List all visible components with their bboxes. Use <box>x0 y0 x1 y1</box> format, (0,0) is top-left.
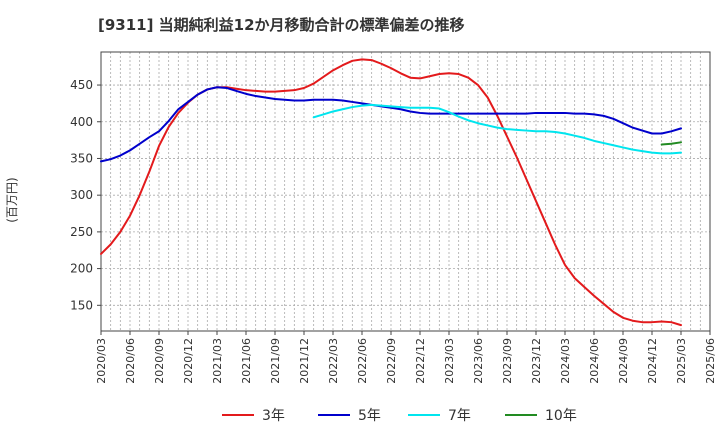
x-tick-label: 2022/12 <box>414 338 427 384</box>
x-tick-label: 2024/09 <box>617 338 630 384</box>
x-tick-label: 2020/12 <box>182 338 195 384</box>
chart-title: [9311] 当期純利益12か月移動合計の標準偏差の推移 <box>98 16 465 34</box>
x-tick-label: 2020/06 <box>124 338 137 384</box>
x-tick-label: 2024/06 <box>588 338 601 384</box>
x-tick-label: 2021/06 <box>240 338 253 384</box>
series-line <box>100 86 682 163</box>
x-tick-label: 2020/03 <box>95 338 108 384</box>
series-lines <box>100 58 682 327</box>
grid-lines <box>101 52 710 331</box>
legend: 3年 5年 7年 10年 <box>222 408 577 424</box>
x-tick-label: 2025/06 <box>704 338 717 384</box>
y-tick-label: 350 <box>70 151 93 165</box>
x-tick-label: 2023/03 <box>443 338 456 384</box>
x-tick-label: 2022/06 <box>356 338 369 384</box>
legend-label: 5年 <box>358 408 381 424</box>
legend-label: 7年 <box>448 408 471 424</box>
y-tick-label: 450 <box>70 78 93 92</box>
plot-area <box>100 51 711 332</box>
x-tick-label: 2023/06 <box>472 338 485 384</box>
x-tick-label: 2020/09 <box>153 338 166 384</box>
x-tick-label: 2021/12 <box>298 338 311 384</box>
y-tick-label: 250 <box>70 225 93 239</box>
x-tick-label: 2021/03 <box>211 338 224 384</box>
y-tick-label: 150 <box>70 298 93 312</box>
y-tick-label: 300 <box>70 188 93 202</box>
x-tick-label: 2022/03 <box>327 338 340 384</box>
y-tick-label: 200 <box>70 262 93 276</box>
x-tick-label: 2022/09 <box>385 338 398 384</box>
legend-label: 3年 <box>262 408 285 424</box>
series-line <box>660 141 682 146</box>
y-tick-label: 400 <box>70 115 93 129</box>
x-axis: 2020/03 2020/06 2020/09 2020/12 2021/03 2021/… <box>95 331 717 384</box>
x-tick-label: 2021/09 <box>269 338 282 384</box>
x-tick-label: 2023/12 <box>530 338 543 384</box>
x-tick-label: 2024/03 <box>559 338 572 384</box>
legend-label: 10年 <box>545 408 577 424</box>
x-tick-label: 2025/03 <box>675 338 688 384</box>
y-axis-label: (百万円) <box>5 177 19 222</box>
y-axis: 150 200 250 300 350 400 450 <box>70 78 101 312</box>
x-tick-label: 2024/12 <box>646 338 659 384</box>
series-line <box>312 103 682 155</box>
x-tick-label: 2023/09 <box>501 338 514 384</box>
